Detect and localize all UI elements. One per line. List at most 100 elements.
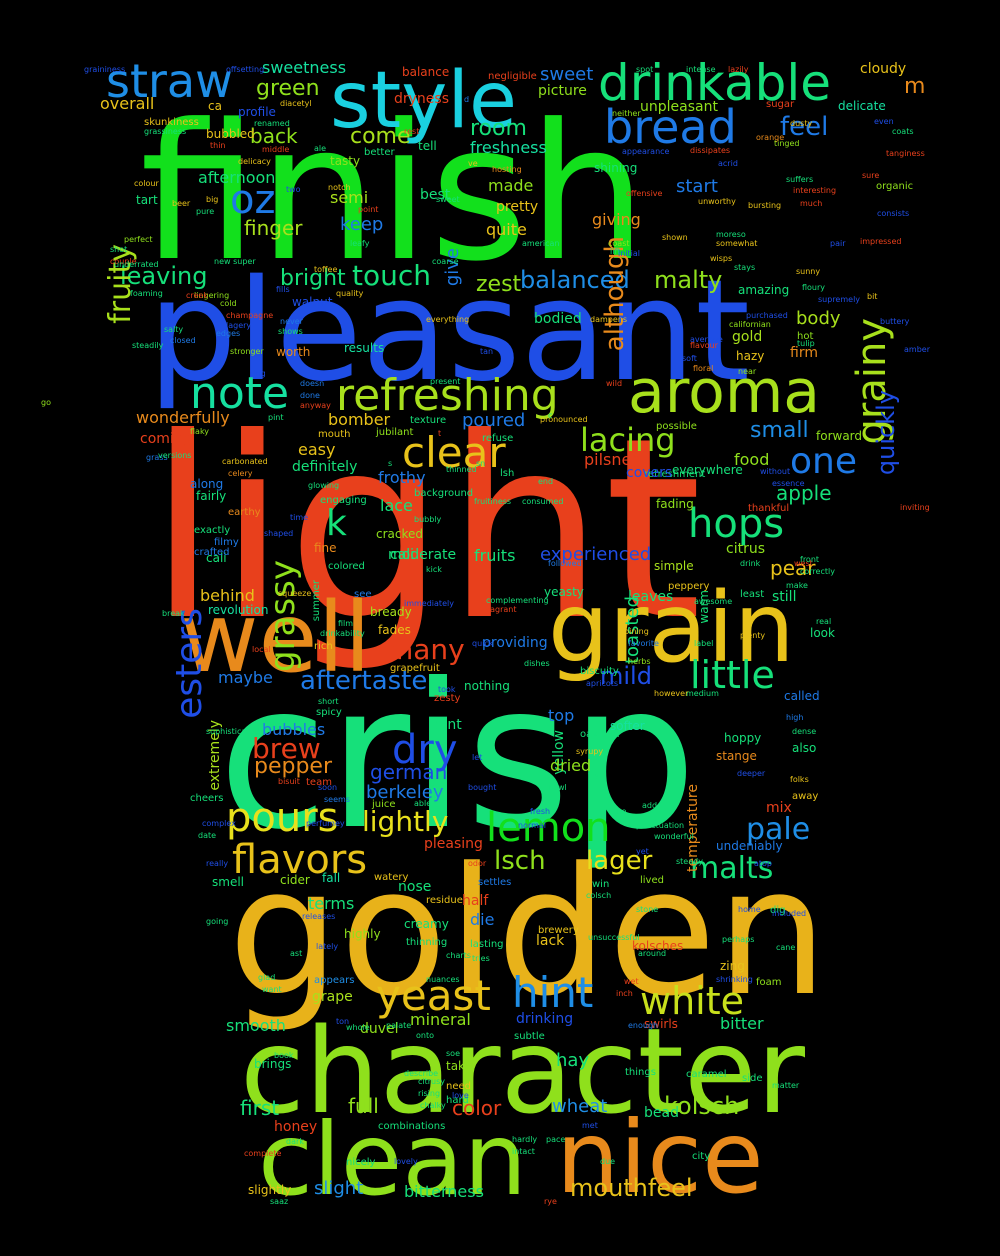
word-sunny: sunny — [796, 267, 821, 276]
word-rest: rest — [404, 127, 420, 136]
word-hardly: hardly — [512, 1135, 538, 1144]
word-complex: complex — [202, 819, 236, 828]
word-bought: bought — [468, 783, 497, 792]
word-releases: releases — [302, 912, 336, 921]
word-tell: tell — [418, 139, 437, 153]
word-sugar: sugar — [766, 99, 795, 110]
word-aftertaste: aftertaste — [300, 666, 428, 696]
word-offsetting: offsetting — [226, 65, 265, 74]
word-straw: straw — [106, 54, 233, 108]
word-light: light — [148, 384, 703, 675]
word-providing: providing — [482, 635, 548, 651]
word-suffers: suffers — [786, 175, 814, 184]
word-nothing: nothing — [464, 679, 510, 693]
word-took: took — [438, 685, 456, 694]
word-body: body — [796, 308, 841, 329]
word-love: love — [452, 1091, 469, 1100]
word-oz: oz — [230, 177, 276, 223]
word-sweet: sweet — [540, 64, 594, 85]
word-soe: soe — [446, 1049, 460, 1058]
word-dryness: dryness — [394, 91, 450, 107]
word-bisuit: bisuit — [278, 777, 300, 786]
word-firm: firm — [790, 345, 818, 361]
word-perhaps: perhaps — [722, 935, 755, 944]
word-go: go — [41, 398, 51, 407]
word-lager: lager — [586, 846, 653, 876]
word-creamy: creamy — [404, 917, 449, 931]
word-dig: dig — [770, 905, 786, 916]
word-coming: coming — [140, 431, 192, 447]
word-tasty: tasty — [330, 154, 361, 168]
word-brewery: brewery — [538, 925, 579, 936]
word-lightly: lightly — [362, 805, 449, 838]
word-fades: fades — [378, 623, 411, 637]
word-d: d — [464, 95, 470, 104]
word-oakland: oakland — [580, 729, 620, 740]
word-citrus: citrus — [726, 541, 765, 557]
word-gold: gold — [732, 329, 763, 345]
word-american: american — [522, 239, 560, 248]
word-leaves: leaves — [628, 589, 674, 605]
word-green: green — [256, 76, 320, 101]
word-couple: couple — [110, 257, 137, 266]
word-behind: behind — [200, 586, 255, 605]
word-lagery: lagery — [226, 321, 252, 330]
word-fairly: fairly — [196, 489, 227, 503]
word-tries: tries — [472, 954, 490, 963]
word-apricots: apricots — [586, 679, 619, 688]
word-hay: hay — [556, 1050, 590, 1071]
word-delicate: delicate — [838, 99, 886, 113]
word-buttery: buttery — [880, 317, 910, 326]
word-nice: nice — [556, 1099, 764, 1216]
word-soft: soft — [682, 354, 697, 363]
word-berkeley: berkeley — [366, 782, 444, 803]
word-yeasty: yeasty — [544, 585, 584, 599]
word-included: included — [772, 909, 807, 918]
word-watery: watery — [374, 872, 409, 883]
word-fruits: fruits — [474, 546, 516, 565]
word-describe: describe — [404, 1069, 439, 1078]
word-lacing: lacing — [580, 421, 676, 459]
word-intact: intact — [512, 1147, 535, 1156]
word-negligible: negligible — [488, 71, 537, 82]
word-back: back — [250, 124, 298, 148]
word-better: better — [364, 147, 395, 158]
word-book: book — [274, 1051, 294, 1060]
word-unsuccessful: unsuccessful — [588, 933, 640, 942]
word-honey: honey — [274, 1119, 318, 1135]
word-let: let — [472, 753, 483, 762]
word-somewhat: somewhat — [716, 239, 758, 248]
word-pretty: pretty — [496, 199, 539, 215]
word-color: color — [452, 1096, 502, 1120]
word-least: least — [740, 589, 765, 600]
word-champagne: champagne — [226, 311, 274, 320]
word-come: come — [350, 124, 411, 149]
word-toffee: toffee — [314, 265, 338, 274]
word-cali: cali — [390, 547, 415, 563]
word-punctuation: punctuation — [636, 821, 685, 830]
word-supremely: supremely — [818, 295, 861, 304]
word-filmy: filmy — [214, 537, 239, 548]
word-creek: creek — [186, 291, 208, 300]
word-away: away — [792, 791, 819, 802]
word-smooth: smooth — [226, 1016, 286, 1035]
word-bitterness: bitterness — [404, 1182, 484, 1201]
word-dissipates: dissipates — [690, 146, 731, 155]
word-nuances: nuances — [426, 975, 460, 984]
word-bodied: bodied — [534, 311, 582, 327]
word-spot: spot — [636, 65, 654, 74]
word-stays: stays — [734, 263, 756, 272]
word-balance: balance — [402, 65, 450, 79]
word-thin: thin — [210, 141, 226, 150]
word-normal: normal — [518, 821, 547, 830]
word-mouthfeel: mouthfeel — [570, 1174, 693, 1202]
word-wisps: wisps — [710, 254, 733, 263]
word-best: best — [420, 187, 451, 203]
word-lack: lack — [536, 933, 565, 949]
word-possible: possible — [656, 421, 697, 432]
word-favorite: favorite — [628, 639, 659, 648]
word-tart: tart — [136, 193, 158, 207]
word-moderate: moderate — [388, 547, 457, 563]
word-pours: pours — [226, 795, 339, 841]
word-pronounced: pronounced — [540, 415, 588, 424]
